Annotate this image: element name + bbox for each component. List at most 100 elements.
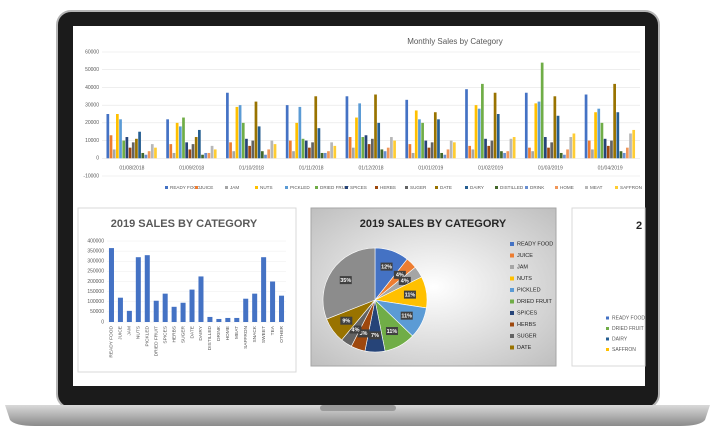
x-tick-label: 01/08/2018: [119, 165, 144, 171]
bar: [405, 99, 409, 159]
legend-label: DAIRY: [470, 185, 484, 190]
y-tick-label: 200000: [87, 279, 104, 285]
y-tick-label: 10000: [85, 138, 99, 144]
bar: [234, 317, 240, 322]
bar: [201, 154, 204, 159]
legend-label: JAM: [230, 185, 239, 190]
y-tick-label: 0: [101, 319, 104, 325]
bar: [550, 142, 554, 159]
bar: [135, 138, 138, 159]
bar: [106, 114, 110, 159]
bar: [421, 122, 424, 159]
bar: [285, 105, 289, 159]
y-tick-label: 350000: [87, 248, 104, 254]
bar: [531, 151, 534, 159]
legend-swatch: [465, 186, 468, 189]
legend-label: READY FOOD: [517, 241, 553, 247]
bar: [572, 133, 576, 159]
bar: [414, 110, 418, 159]
bar: [108, 248, 114, 322]
y-tick-label: -10000: [83, 173, 99, 179]
x-tick-label: 01/04/2019: [598, 165, 623, 171]
partial-panel: [571, 207, 646, 367]
bar: [443, 154, 447, 159]
bar: [600, 122, 604, 159]
data-label: 11%: [405, 292, 416, 298]
bar: [587, 140, 591, 159]
x-tick-label: 01/01/2019: [418, 165, 443, 171]
bar: [126, 310, 132, 322]
x-tick-label: SAFFRON: [243, 325, 249, 348]
bar: [238, 105, 242, 159]
legend-swatch: [510, 345, 514, 350]
bar: [610, 140, 613, 159]
bar: [594, 112, 597, 159]
x-tick-label: NUTS: [136, 326, 142, 339]
label-box: [385, 327, 398, 336]
label-box: [349, 325, 362, 334]
bar: [333, 145, 337, 159]
bar: [490, 140, 494, 159]
bar: [437, 119, 440, 159]
bar: [270, 140, 274, 159]
legend-swatch: [510, 311, 514, 315]
chart-title: 2019 SALES BY CATEGORY: [111, 218, 258, 230]
bar: [198, 276, 204, 322]
bar: [166, 119, 169, 159]
legend-label: DRIED FRUIT: [612, 326, 644, 332]
bar: [154, 147, 157, 159]
bar: [198, 129, 201, 159]
bar: [189, 289, 195, 322]
bar: [468, 145, 472, 159]
legend-label: DISTILLED: [500, 185, 524, 190]
bar: [171, 306, 177, 322]
x-tick-label: TEA: [270, 325, 276, 335]
bar: [537, 101, 541, 159]
data-label: 11%: [401, 313, 412, 319]
legend-label: DRINK: [530, 185, 545, 190]
x-tick-label: SUGER: [180, 325, 186, 343]
bar: [185, 142, 189, 159]
bar: [304, 140, 308, 159]
y-tick-label: 250000: [87, 269, 104, 275]
legend-swatch: [195, 186, 198, 189]
bar: [311, 142, 314, 159]
label-box: [400, 311, 413, 320]
bar: [440, 152, 444, 159]
bar: [566, 149, 569, 159]
bar: [506, 151, 510, 159]
bar: [252, 293, 258, 322]
x-tick-label: DATE: [189, 326, 195, 338]
bar: [288, 140, 292, 159]
bar: [207, 152, 211, 159]
bar: [528, 147, 531, 159]
bar: [226, 92, 229, 159]
legend-label: DRIED FRUIT: [517, 299, 552, 305]
bar: [330, 142, 333, 159]
bar: [471, 149, 475, 159]
bar: [390, 137, 393, 159]
data-label: 11%: [387, 329, 398, 335]
legend-swatch: [510, 253, 514, 258]
bar: [172, 152, 176, 159]
bar: [225, 317, 231, 322]
label-box: [380, 262, 393, 271]
bar: [245, 138, 248, 159]
bar: [563, 154, 566, 159]
legend-label: SPICES: [350, 185, 367, 190]
bar: [619, 151, 623, 159]
bar: [424, 140, 428, 159]
x-tick-label: 01/09/2018: [179, 165, 204, 171]
bar: [367, 144, 371, 159]
legend-label: JAM: [517, 264, 528, 270]
legend-swatch: [345, 186, 348, 189]
x-tick-label: SNACK: [252, 325, 258, 342]
bar: [207, 316, 213, 322]
laptop-notch: [320, 405, 396, 411]
x-tick-label: 01/10/2018: [239, 165, 264, 171]
bar: [191, 144, 195, 159]
legend-swatch: [606, 337, 609, 341]
legend-label: SUGER: [517, 333, 537, 339]
legend-swatch: [405, 186, 408, 189]
bar: [364, 135, 368, 159]
